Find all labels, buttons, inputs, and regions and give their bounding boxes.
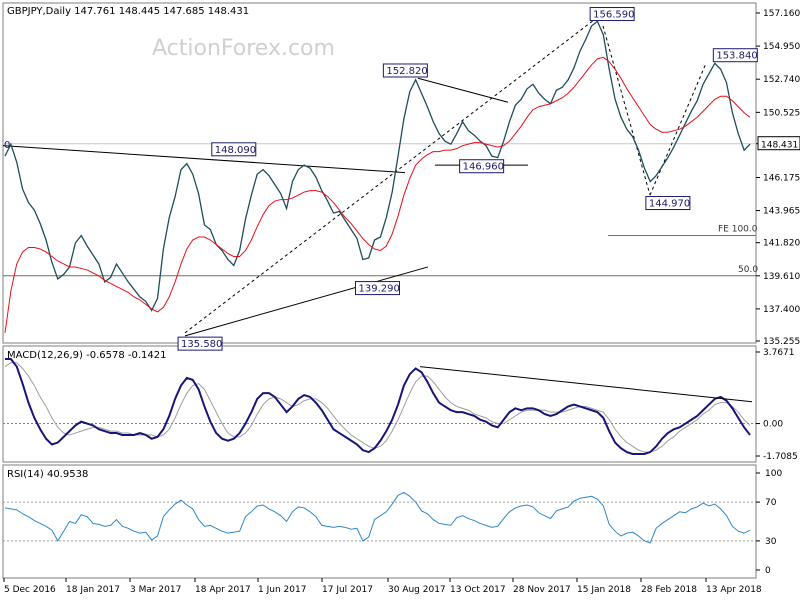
x-tick-label: 15 Jan 2018 xyxy=(577,585,631,595)
annotation-label: 153.840 xyxy=(716,51,757,62)
price-layer: 50.0 FE 100.0 156.590 153.840 152.820 148.090… xyxy=(2,7,758,351)
price-tick-label: 135.255 xyxy=(763,337,800,347)
macd-tick-label: -1.7085 xyxy=(763,452,798,462)
annotation-box xyxy=(382,63,428,78)
x-tick-label: 28 Nov 2017 xyxy=(513,585,571,595)
macd-signal-line xyxy=(4,362,751,453)
rsi-panel-frame xyxy=(2,464,757,579)
macd-line xyxy=(5,357,751,455)
rsi-tick-label: 30 xyxy=(765,537,777,547)
price-tick-label: 157.160 xyxy=(763,9,800,19)
last-price-box xyxy=(757,136,800,151)
rsi-layer xyxy=(3,491,756,544)
fe-100-label: FE 100.0 xyxy=(718,225,758,235)
macd-divergence-line xyxy=(419,366,753,403)
x-tick-label: 3 Mar 2017 xyxy=(130,585,181,595)
macd-tick-label: 3.7671 xyxy=(763,348,795,358)
price-tick-label: 141.820 xyxy=(763,239,800,249)
annotation-label: 135.580 xyxy=(181,339,222,350)
annotation-box xyxy=(589,7,635,22)
price-tick-label: 137.400 xyxy=(763,305,800,315)
price-tick-label: 146.175 xyxy=(763,173,800,183)
annotation-box xyxy=(211,142,257,157)
rsi-tick-label: 0 xyxy=(765,566,771,576)
annotation-box xyxy=(177,336,223,351)
x-tick-label: 5 Dec 2016 xyxy=(4,585,56,595)
price-tick-label: 154.950 xyxy=(763,42,800,52)
x-tick-label: 13 Oct 2017 xyxy=(450,585,506,595)
x-tick-label: 17 Jul 2017 xyxy=(322,585,373,595)
annotation-label: 139.290 xyxy=(359,284,400,295)
x-tick-label: 30 Aug 2017 xyxy=(388,585,446,595)
x-tick-label: 1 Jun 2017 xyxy=(258,585,306,595)
macd-layer xyxy=(3,357,756,455)
price-tick-label: 139.610 xyxy=(763,272,800,282)
axis-layer: 157.160 154.950 152.740 150.525 148.431 146.1… xyxy=(3,9,800,595)
support-trendline xyxy=(184,266,429,337)
annotation-label: 148.090 xyxy=(215,145,256,156)
macd-tick-label: 0.00 xyxy=(763,420,783,430)
annotation-label: 156.590 xyxy=(593,10,634,21)
price-header: GBPJPY,Daily 147.761 148.445 147.685 148… xyxy=(7,6,249,17)
rsi-tick-label: 70 xyxy=(765,498,777,508)
price-series-line xyxy=(4,20,751,312)
macd-label: MACD(12,26,9) -0.6578 -0.1421 xyxy=(7,350,167,361)
annotation-label: 146.960 xyxy=(463,162,504,173)
annotation-label: 144.970 xyxy=(649,199,690,210)
annotation-box xyxy=(645,196,691,211)
rsi-tick-label: 100 xyxy=(765,469,782,479)
resistance-trendline xyxy=(2,145,406,174)
x-tick-label: 13 Apr 2018 xyxy=(706,585,762,595)
annotation-box xyxy=(459,159,505,174)
fib-50-label: 50.0 xyxy=(738,265,758,275)
cut-annotation-label: 0 xyxy=(4,140,10,151)
x-tick-label: 18 Jan 2017 xyxy=(66,585,120,595)
correction-dashed-line-1 xyxy=(602,25,651,196)
x-tick-label: 28 Feb 2018 xyxy=(641,585,697,595)
rsi-label: RSI(14) 40.9538 xyxy=(7,469,88,480)
price-tick-label: 150.525 xyxy=(763,108,800,118)
x-tick-label: 18 Apr 2017 xyxy=(195,585,251,595)
last-price-label: 148.431 xyxy=(761,141,798,151)
watermark: ActionForex.com xyxy=(152,36,335,61)
channel-dashed-line xyxy=(184,16,599,334)
rsi-line xyxy=(4,491,751,544)
annotation-box xyxy=(712,48,758,63)
annotation-label: 152.820 xyxy=(386,66,427,77)
price-tick-label: 152.740 xyxy=(763,75,800,85)
moving-average-line xyxy=(4,56,751,333)
annotation-box xyxy=(355,281,400,296)
macd-panel-frame xyxy=(2,345,757,463)
price-tick-label: 143.965 xyxy=(763,207,800,217)
triangle-upper-line xyxy=(417,77,509,103)
